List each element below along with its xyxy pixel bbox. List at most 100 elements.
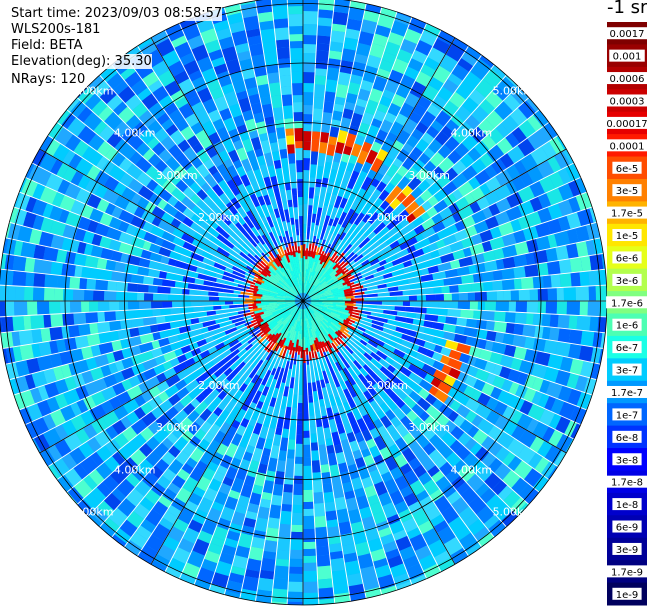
heatmap-cell: [0, 269, 2, 286]
heatmap-cell: [372, 75, 388, 92]
heatmap-cell: [93, 80, 111, 98]
heatmap-cell: [580, 330, 595, 347]
heatmap-cell: [344, 293, 353, 297]
heatmap-cell: [268, 245, 278, 259]
heatmap-cell: [400, 74, 416, 88]
heatmap-cell: [303, 444, 312, 459]
heatmap-cell: [332, 217, 340, 227]
heatmap-cell: [262, 294, 275, 298]
heatmap-cell: [283, 349, 290, 362]
heatmap-cell: [351, 61, 367, 77]
heatmap-cell: [263, 51, 279, 66]
heatmap-cell: [310, 294, 323, 299]
heatmap-cell: [255, 121, 268, 135]
heatmap-cell: [323, 232, 329, 241]
heatmap-cell: [243, 215, 255, 229]
heatmap-cell: [373, 435, 387, 451]
heatmap-cell: [380, 471, 394, 483]
heatmap-cell: [352, 383, 363, 396]
heatmap-cell: [59, 194, 76, 212]
ray-separator: [99, 338, 270, 528]
heatmap-cell: [136, 171, 153, 187]
heatmap-cell: [266, 216, 275, 228]
heatmap-cell: [182, 241, 197, 253]
heatmap-cell: [176, 468, 191, 482]
heatmap-cell: [376, 265, 386, 273]
heatmap-cell: [484, 215, 500, 230]
heatmap-cell: [284, 294, 296, 299]
heatmap-cell: [338, 432, 348, 442]
heatmap-cell: [373, 269, 386, 278]
heatmap-cell: [471, 389, 483, 402]
heatmap-cell: [361, 213, 371, 224]
heatmap-cell: [300, 258, 303, 265]
heatmap-cell: [568, 315, 578, 330]
heatmap-cell: [354, 259, 362, 267]
heatmap-cell: [138, 257, 151, 269]
heatmap-cell: [345, 307, 355, 312]
heatmap-cell: [327, 362, 336, 376]
heatmap-cell: [231, 389, 244, 404]
heatmap-cell: [111, 250, 123, 263]
heatmap-cell: [585, 239, 596, 256]
heatmap-cell: [218, 192, 231, 206]
heatmap-cell: [12, 255, 27, 272]
heatmap-cell: [151, 339, 161, 350]
heatmap-cell: [413, 224, 426, 235]
heatmap-cell: [517, 445, 537, 465]
heatmap-cell: [19, 407, 33, 425]
heatmap-cell: [303, 44, 317, 54]
heatmap-cell: [296, 412, 303, 425]
heatmap-cell: [431, 94, 448, 111]
ray-separator: [350, 206, 593, 286]
heatmap-cell: [248, 492, 262, 506]
heatmap-cell: [271, 601, 288, 605]
heatmap-cell: [275, 39, 290, 49]
heatmap-cell: [261, 234, 271, 248]
heatmap-cell: [269, 142, 280, 153]
heatmap-cell: [348, 154, 359, 165]
heatmap-cell: [139, 41, 158, 57]
heatmap-cell: [252, 377, 263, 391]
colorbar-tick-label: 3e-6: [616, 276, 639, 287]
heatmap-cell: [543, 366, 559, 383]
heatmap-cell: [282, 323, 290, 334]
heatmap-cell: [337, 292, 345, 296]
heatmap-cell: [468, 176, 481, 190]
heatmap-cell: [346, 358, 356, 369]
heatmap-cell: [525, 252, 536, 266]
ring-label: 2.00km: [198, 379, 240, 392]
heatmap-cell: [111, 339, 123, 352]
heatmap-cell: [251, 208, 262, 222]
heatmap-cell: [348, 583, 365, 595]
heatmap-cell: [165, 565, 183, 579]
heatmap-cell: [0, 301, 6, 317]
heatmap-cell: [199, 212, 213, 225]
heatmap-cell: [483, 68, 504, 89]
heatmap-cell: [334, 353, 343, 364]
heatmap-cell: [413, 464, 427, 478]
heatmap-cell: [295, 308, 301, 320]
heatmap-cell: [412, 215, 425, 228]
heatmap-cell: [151, 559, 168, 572]
heatmap-cell: [260, 28, 276, 44]
heatmap-cell: [98, 331, 112, 344]
heatmap-cell: [359, 278, 373, 286]
heatmap-cell: [113, 80, 129, 96]
heatmap-cell: [130, 245, 144, 258]
heatmap-cell: [345, 236, 354, 245]
heatmap-cell: [172, 361, 188, 374]
heatmap-cell: [266, 317, 276, 324]
heatmap-cell: [477, 531, 495, 547]
heatmap-cell: [525, 312, 534, 326]
heatmap-cell: [291, 195, 299, 208]
heatmap-cell: [348, 223, 358, 234]
heatmap-cell: [393, 301, 404, 307]
heatmap-cell: [259, 569, 275, 580]
heatmap-cell: [420, 64, 436, 78]
heatmap-cell: [535, 235, 551, 251]
heatmap-cell: [320, 323, 330, 335]
heatmap-cell: [165, 374, 181, 388]
heatmap-cell: [556, 287, 564, 301]
heatmap-cell: [210, 536, 226, 548]
